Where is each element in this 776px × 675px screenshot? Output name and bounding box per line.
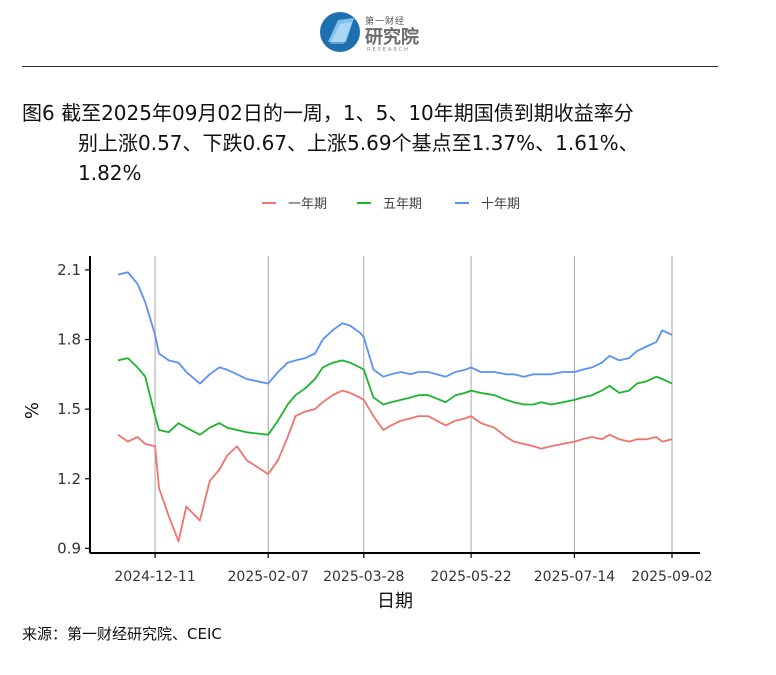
logo-emblem-icon [320, 12, 360, 52]
y-tick-label: 1.2 [57, 470, 81, 488]
x-axis-title: 日期 [377, 591, 413, 612]
figure-title: 图6 截至2025年09月02日的一周，1、5、10年期国债到期收益率分 别上涨… [22, 98, 722, 188]
y-tick-label: 1.8 [57, 331, 81, 349]
logo-sub-text: RESEARCH [367, 47, 410, 53]
chart-lines [117, 271, 673, 543]
chart-grid [154, 256, 673, 553]
yield-line-chart: 一年期 五年期 十年期 0.9 1.2 1.5 1.8 2.1 2024-12-11 2025-… [22, 197, 713, 612]
title-line-2: 别上涨0.57、下跌0.67、上涨5.69个基点至1.37%、1.61%、 [78, 131, 639, 155]
chart-legend: 一年期 五年期 十年期 [262, 197, 520, 212]
research-logo: 第一财经 研究院 RESEARCH [318, 10, 428, 56]
legend-label: 十年期 [481, 197, 520, 212]
series-line-1 [117, 389, 673, 543]
logo-small-text: 第一财经 [365, 17, 406, 27]
chart-axes: 0.9 1.2 1.5 1.8 2.1 2024-12-11 2025-02-07 2025-… [22, 256, 713, 612]
x-tick-label: 2025-05-22 [430, 569, 511, 585]
header-divider [22, 66, 718, 67]
x-tick-label: 2025-02-07 [228, 569, 309, 585]
y-tick-label: 1.5 [57, 400, 81, 418]
series-line-2 [117, 357, 673, 436]
y-tick-label: 2.1 [57, 261, 81, 279]
title-line-1: 图6 截至2025年09月02日的一周，1、5、10年期国债到期收益率分 [22, 101, 634, 125]
legend-label: 一年期 [288, 197, 327, 212]
y-axis-title: % [22, 402, 43, 419]
y-tick-label: 0.9 [57, 539, 81, 557]
logo-main-text: 研究院 [365, 27, 419, 48]
source-note: 来源：第一财经研究院、CEIC [22, 625, 222, 643]
legend-label: 五年期 [383, 197, 422, 212]
title-line-3: 1.82% [78, 161, 142, 185]
series-line-3 [117, 271, 673, 385]
x-tick-label: 2024-12-11 [114, 569, 195, 585]
x-tick-label: 2025-09-02 [631, 569, 712, 585]
x-tick-label: 2025-07-14 [534, 569, 615, 585]
x-tick-label: 2025-03-28 [323, 569, 404, 585]
